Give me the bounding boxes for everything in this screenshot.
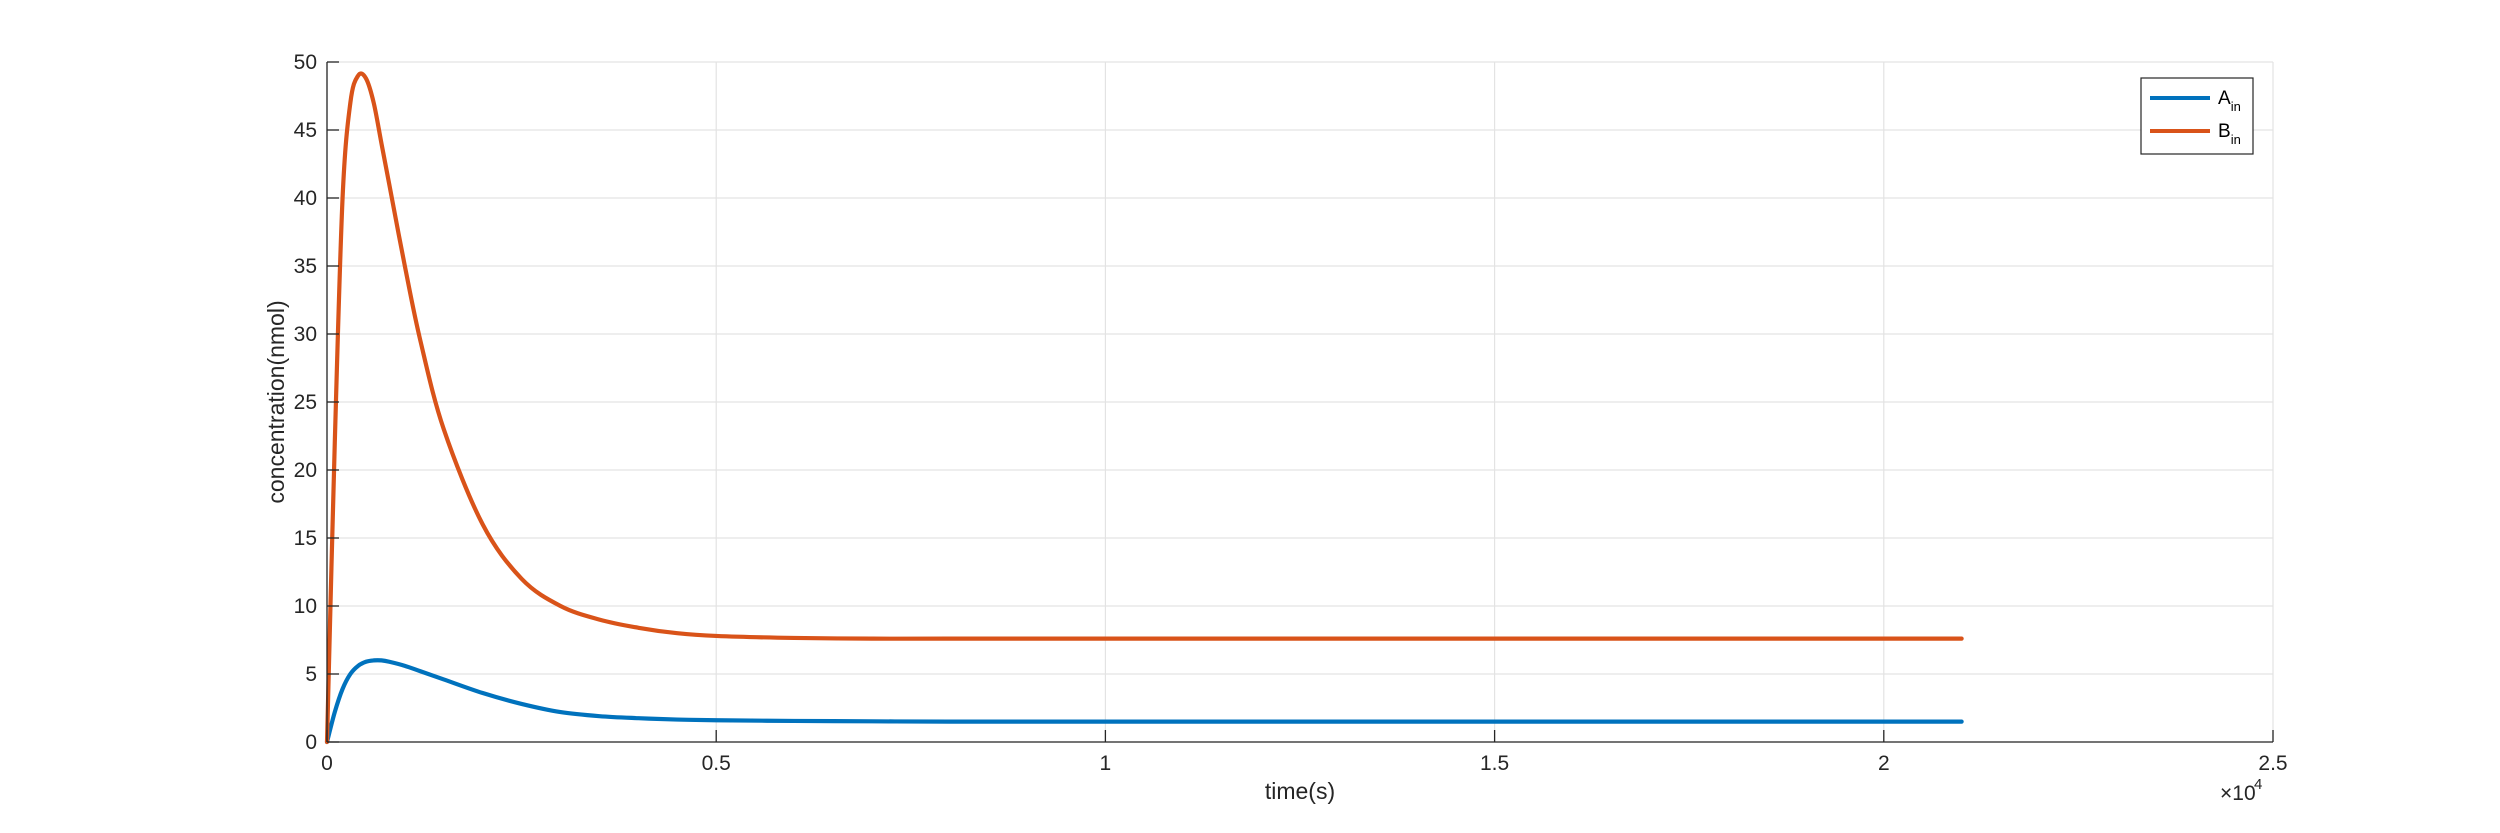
series-line-b: [324, 71, 1964, 745]
y-tick-label: 20: [294, 459, 317, 482]
axes: [326, 61, 2274, 743]
x-tick-labels: 0 0.5 1 1.5 2 2.5: [321, 752, 2287, 775]
legend-label-b-sub: in: [2231, 132, 2241, 147]
legend-label-a-sub: in: [2231, 99, 2241, 114]
y-tick-label: 50: [294, 51, 317, 74]
x-tick-label: 0: [321, 752, 333, 775]
y-tick-label: 45: [294, 119, 317, 142]
y-tick-label: 25: [294, 391, 317, 414]
y-tick-label: 15: [294, 527, 317, 550]
y-tick-label: 30: [294, 323, 317, 346]
y-axis-label: concentration(nmol): [263, 300, 289, 503]
y-tick-labels: 0 5 10 15 20 25 30 35 40 45 50: [294, 51, 317, 754]
legend-label-b: Bin: [2218, 121, 2241, 147]
legend-box: [2140, 77, 2254, 155]
x-tick-label: 0.5: [702, 752, 731, 775]
legend-label-a: Ain: [2218, 88, 2241, 114]
series-line-a: [324, 658, 1964, 745]
x-exponent-power: 4: [2254, 776, 2262, 793]
y-tick-label: 5: [305, 663, 317, 686]
x-exponent-base: ×10: [2220, 782, 2256, 805]
y-tick-label: 35: [294, 255, 317, 278]
x-tick-label: 2.5: [2258, 752, 2287, 775]
x-axis-label: time(s): [1265, 778, 1335, 804]
x-exponent: ×10 4: [2220, 776, 2262, 805]
y-tick-label: 40: [294, 187, 317, 210]
legend-label-b-name: B: [2218, 121, 2231, 142]
y-tick-label: 10: [294, 595, 317, 618]
x-tick-label: 1.5: [1480, 752, 1509, 775]
legend-label-a-name: A: [2218, 88, 2231, 109]
grid-lines: [326, 61, 2274, 743]
series-lines: [324, 71, 1964, 745]
x-tick-label: 2: [1878, 752, 1890, 775]
legend: Ain Bin: [2140, 77, 2254, 155]
y-tick-label: 0: [305, 731, 317, 754]
x-tick-label: 1: [1100, 752, 1112, 775]
